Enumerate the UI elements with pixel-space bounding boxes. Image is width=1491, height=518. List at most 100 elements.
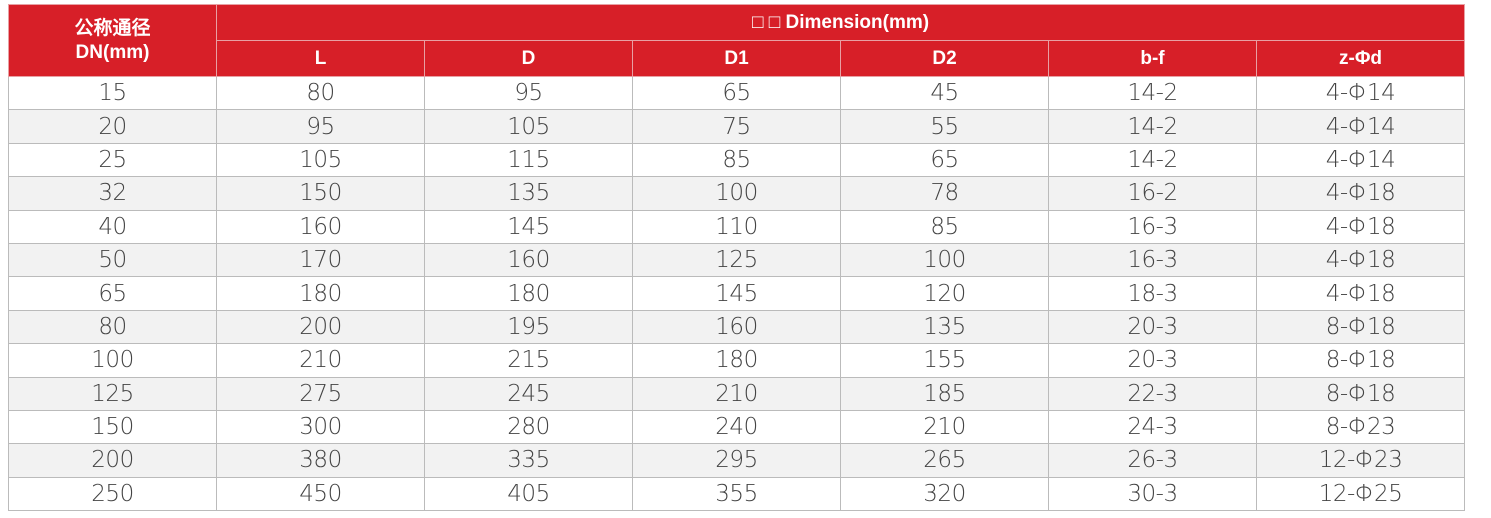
table-cell: 65 (840, 142, 1049, 178)
table-cell: 195 (424, 309, 633, 345)
table-cell: 160 (424, 242, 633, 278)
table-cell: 8-Φ18 (1255, 343, 1466, 378)
table-cell: 110 (632, 209, 841, 244)
table-cell: 150 (8, 409, 217, 445)
table-cell: 335 (424, 443, 633, 478)
table-cell: 100 (8, 343, 217, 378)
table-cell: 45 (840, 75, 1049, 111)
table-cell: 16-3 (1048, 242, 1257, 278)
table-cell: 30-3 (1048, 476, 1257, 512)
table-cell: 120 (840, 276, 1049, 311)
table-row: 100 210 215 180 155 20-3 8-Φ18 (8, 343, 1466, 378)
table-cell: 185 (840, 376, 1049, 411)
table-cell: 20 (8, 109, 217, 144)
table-cell: 4-Φ18 (1255, 276, 1466, 311)
dn-header-cn: 公称通径 (74, 17, 151, 39)
table-cell: 12-Φ23 (1255, 443, 1466, 478)
table-cell: 295 (632, 443, 841, 478)
table-row: 200 380 335 295 265 26-3 12-Φ23 (8, 443, 1466, 478)
table-cell: 125 (632, 242, 841, 278)
table-cell: 100 (632, 176, 841, 211)
table-row: 40 160 145 110 85 16-3 4-Φ18 (8, 209, 1466, 244)
table-cell: 14-2 (1048, 109, 1257, 144)
table-cell: 170 (216, 242, 425, 278)
table-row: 32 150 135 100 78 16-2 4-Φ18 (8, 176, 1466, 211)
table-row: 20 95 105 75 55 14-2 4-Φ14 (8, 109, 1466, 144)
table-cell: 20-3 (1048, 343, 1257, 378)
table-cell: 55 (840, 109, 1049, 144)
table-cell: 145 (424, 209, 633, 244)
table-cell: 105 (216, 142, 425, 178)
table-cell: 65 (632, 75, 841, 111)
table-cell: 380 (216, 443, 425, 478)
table-cell: 20-3 (1048, 309, 1257, 345)
table-cell: 240 (632, 409, 841, 445)
column-header: D2 (840, 40, 1049, 77)
table-cell: 32 (8, 176, 217, 211)
column-header: z-Φd (1255, 40, 1466, 77)
table-cell: 150 (216, 176, 425, 211)
table-cell: 85 (632, 142, 841, 178)
table-cell: 180 (216, 276, 425, 311)
table-cell: 210 (840, 409, 1049, 445)
column-header: b-f (1048, 40, 1257, 77)
column-header: L (216, 40, 425, 77)
table-cell: 210 (216, 343, 425, 378)
table-cell: 245 (424, 376, 633, 411)
table-cell: 65 (8, 276, 217, 311)
table-cell: 4-Φ18 (1255, 176, 1466, 211)
table-cell: 95 (216, 109, 425, 144)
table-cell: 8-Φ23 (1255, 409, 1466, 445)
table-cell: 135 (840, 309, 1049, 345)
table-cell: 14-2 (1048, 142, 1257, 178)
table-cell: 280 (424, 409, 633, 445)
dn-header: 公称通径 DN(mm) (8, 4, 217, 77)
table-cell: 4-Φ14 (1255, 75, 1466, 111)
table-cell: 78 (840, 176, 1049, 211)
table-cell: 115 (424, 142, 633, 178)
table-cell: 24-3 (1048, 409, 1257, 445)
table-cell: 210 (632, 376, 841, 411)
table-cell: 145 (632, 276, 841, 311)
table-row: 80 200 195 160 135 20-3 8-Φ18 (8, 309, 1466, 345)
table-cell: 355 (632, 476, 841, 512)
table-cell: 14-2 (1048, 75, 1257, 111)
table-cell: 18-3 (1048, 276, 1257, 311)
table-cell: 4-Φ18 (1255, 242, 1466, 278)
table-cell: 25 (8, 142, 217, 178)
table-row: 15 80 95 65 45 14-2 4-Φ14 (8, 75, 1466, 111)
table-cell: 180 (632, 343, 841, 378)
table-cell: 8-Φ18 (1255, 376, 1466, 411)
dn-header-en: DN(mm) (75, 41, 150, 63)
table-cell: 50 (8, 242, 217, 278)
table-cell: 105 (424, 109, 633, 144)
table-cell: 16-2 (1048, 176, 1257, 211)
table-cell: 160 (216, 209, 425, 244)
column-header: D (424, 40, 633, 77)
table-cell: 275 (216, 376, 425, 411)
table-row: 250 450 405 355 320 30-3 12-Φ25 (8, 476, 1466, 512)
table-cell: 160 (632, 309, 841, 345)
table-cell: 200 (8, 443, 217, 478)
table-cell: 4-Φ14 (1255, 142, 1466, 178)
table-cell: 85 (840, 209, 1049, 244)
table-cell: 4-Φ18 (1255, 209, 1466, 244)
table-row: 50 170 160 125 100 16-3 4-Φ18 (8, 242, 1466, 278)
table-row: 65 180 180 145 120 18-3 4-Φ18 (8, 276, 1466, 311)
dimension-table: 公称通径 DN(mm) □ □ Dimension(mm) L D D1 D2 b-f z… (8, 4, 1466, 512)
table-cell: 26-3 (1048, 443, 1257, 478)
table-cell: 95 (424, 75, 633, 111)
table-cell: 125 (8, 376, 217, 411)
table-cell: 300 (216, 409, 425, 445)
table-cell: 75 (632, 109, 841, 144)
table-cell: 215 (424, 343, 633, 378)
table-cell: 405 (424, 476, 633, 512)
table-row: 25 105 115 85 65 14-2 4-Φ14 (8, 142, 1466, 178)
table-cell: 22-3 (1048, 376, 1257, 411)
table-cell: 265 (840, 443, 1049, 478)
table-cell: 250 (8, 476, 217, 512)
table-row: 150 300 280 240 210 24-3 8-Φ23 (8, 409, 1466, 445)
table-cell: 16-3 (1048, 209, 1257, 244)
table-cell: 4-Φ14 (1255, 109, 1466, 144)
table-cell: 12-Φ25 (1255, 476, 1466, 512)
